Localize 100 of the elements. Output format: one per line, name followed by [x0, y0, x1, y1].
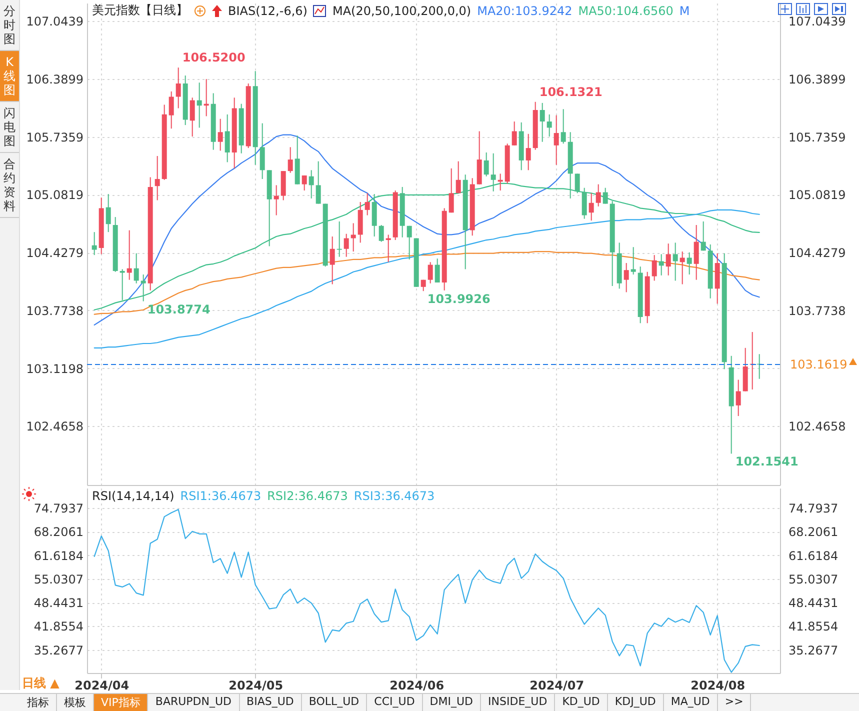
- candlestick: [596, 184, 601, 207]
- y-tick-label: 41.8554: [34, 620, 84, 634]
- candlestick: [602, 187, 608, 204]
- y-tick-label: 103.7738: [26, 304, 84, 318]
- text: 102.1541: [735, 454, 798, 469]
- candlestick: [546, 114, 552, 138]
- candlestick: [484, 152, 489, 177]
- y2-tick-label: 41.8554: [788, 620, 838, 634]
- y-tick-label: 104.4279: [26, 246, 84, 260]
- text: 103.8774: [147, 302, 210, 316]
- candlestick: [512, 121, 517, 146]
- series-label: RSI1:36.4673: [180, 489, 262, 503]
- y2-tick-label: 106.3899: [788, 72, 846, 87]
- y-tick-label: 105.7359: [26, 130, 84, 144]
- y2-tick-label: 61.6184: [788, 548, 838, 563]
- x-tick-label: 2024/04: [74, 678, 130, 692]
- candlestick: [680, 251, 685, 285]
- text: 模板: [57, 694, 94, 711]
- candlestick: [364, 192, 370, 216]
- y-tick-label: 107.0439: [26, 14, 84, 29]
- text: MA20:103.9242: [477, 4, 572, 18]
- y2-tick-label: 35.2677: [788, 643, 838, 658]
- y2-tick-label: 105.0819: [788, 188, 846, 202]
- y-tick-label: 74.7937: [34, 502, 84, 516]
- text: 106.5200: [182, 50, 246, 65]
- candlestick: [448, 168, 454, 214]
- candlestick: [406, 225, 412, 260]
- candlestick: [658, 254, 664, 276]
- y2-tick-label: 74.7937: [788, 502, 838, 516]
- candlestick: [190, 97, 195, 138]
- annotation: RSI3:36.4673: [354, 489, 435, 503]
- annotation: MA(20,50,100,200,0,0): [332, 4, 472, 18]
- text: BOLL_UD: [302, 694, 368, 711]
- text: 闪电图: [4, 106, 16, 148]
- candlestick: [308, 170, 314, 199]
- x-tick-label: 2024/05: [228, 678, 284, 692]
- x-tick-label: 2024/08: [690, 678, 746, 692]
- candlestick: [344, 233, 349, 258]
- candlestick: [126, 230, 132, 280]
- y-tick-label: 105.0819: [26, 188, 84, 202]
- y-tick-label: 102.4658: [26, 420, 84, 434]
- candlestick: [560, 108, 566, 144]
- candlestick: [92, 232, 97, 256]
- candlestick: [288, 146, 293, 174]
- y-tick-label: 68.2061: [34, 525, 84, 540]
- candlestick: [588, 192, 594, 222]
- text: >>: [718, 694, 752, 711]
- candlestick: [666, 243, 671, 276]
- candlestick: [540, 102, 545, 142]
- line-series: [94, 209, 760, 348]
- candlestick: [672, 242, 678, 282]
- text: 分时图: [4, 4, 16, 46]
- candlestick: [574, 173, 580, 194]
- y-tick-label: 106.3899: [26, 72, 84, 87]
- text: 指标: [20, 694, 57, 711]
- candlestick: [196, 82, 202, 128]
- text: K线图: [4, 55, 16, 97]
- text: MA50:104.6560: [578, 4, 674, 18]
- candlestick: [490, 152, 496, 192]
- y-tick-label: 103.1198: [26, 362, 84, 376]
- candlestick: [652, 254, 657, 282]
- candlestick: [302, 174, 307, 191]
- candlestick: [372, 194, 377, 237]
- candlestick: [274, 184, 279, 216]
- y2-tick-label: 48.4431: [788, 596, 838, 610]
- line-series: [94, 508, 760, 673]
- candlestick: [260, 122, 265, 180]
- candlestick: [140, 274, 146, 302]
- y-tick-label: 61.6184: [34, 548, 84, 563]
- candlestick: [224, 114, 230, 163]
- candlestick: [330, 236, 335, 285]
- candlestick: [526, 133, 531, 171]
- text: BIAS_UD: [240, 694, 302, 711]
- y2-tick-label: 104.4279: [788, 246, 846, 260]
- candlestick: [700, 220, 706, 252]
- candlestick: [630, 246, 636, 276]
- text: MA_UD: [664, 694, 718, 711]
- x-tick-label: 2024/07: [530, 678, 584, 692]
- text: INSIDE_UD: [481, 694, 556, 711]
- y2-tick-label: 55.0307: [788, 572, 838, 586]
- candlestick: [736, 379, 741, 417]
- candlestick: [168, 90, 174, 130]
- annotation: RSI2:36.4673: [267, 489, 348, 503]
- annotation: BIAS(12,-6,6): [228, 4, 308, 18]
- text: KDJ_UD: [608, 694, 664, 711]
- candlestick: [218, 118, 223, 152]
- chart-title: RSI(14,14,14): [92, 489, 174, 503]
- text: 日线 ▲: [22, 675, 60, 692]
- y2-tick-label: 102.4658: [788, 420, 846, 434]
- candlestick: [694, 224, 699, 280]
- candlestick: [456, 160, 461, 194]
- annotation: M: [679, 4, 690, 18]
- candlestick: [176, 67, 181, 109]
- candlestick: [434, 258, 440, 283]
- y-tick-label: 48.4431: [34, 596, 84, 610]
- text: KD_UD: [555, 694, 608, 711]
- candlestick: [686, 252, 692, 276]
- x-tick-label: 2024/06: [390, 678, 444, 692]
- text: VIP指标: [94, 694, 148, 711]
- chart-title: 美元指数【日线】: [92, 2, 188, 19]
